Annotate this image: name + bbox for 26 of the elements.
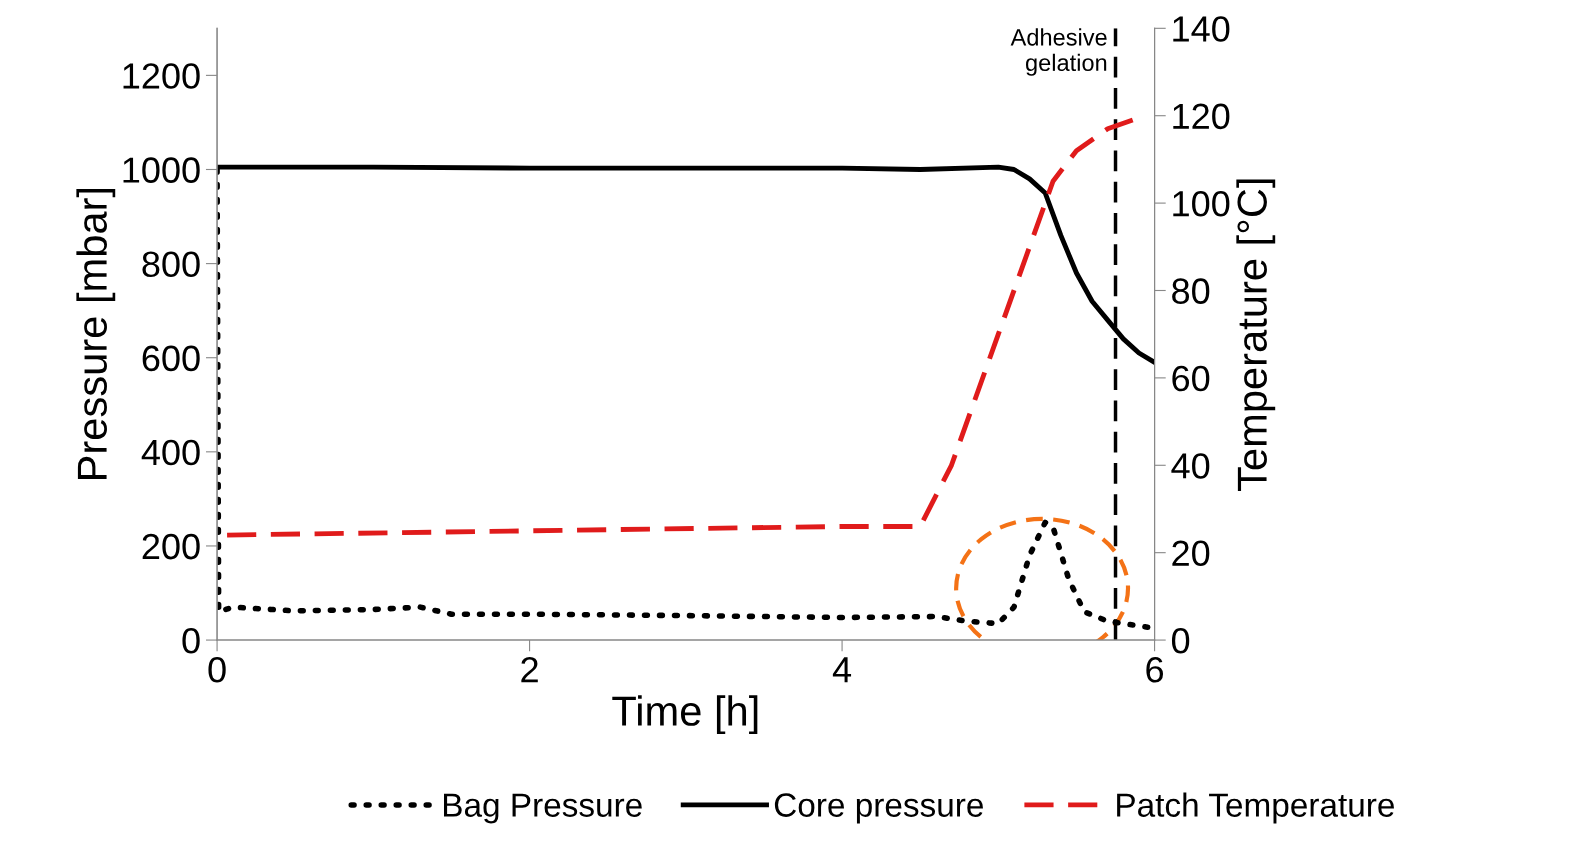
y-tick-label: 800 — [142, 251, 200, 278]
y2-tick-label: 80 — [1172, 278, 1210, 304]
y2-tick-label: 20 — [1172, 540, 1210, 567]
y2-tick-label: 100 — [1173, 190, 1230, 217]
y-tick-label: 1200 — [123, 63, 200, 89]
y2-tick-label: 120 — [1173, 103, 1230, 130]
x-axis-title: Time [h] — [612, 695, 758, 735]
y-axis-title: Pressure [mbar] — [76, 188, 116, 479]
x-tick-label: 4 — [832, 657, 852, 683]
y2-tick-label: 140 — [1173, 16, 1230, 42]
legend-label: Bag Pressure — [444, 793, 642, 824]
y-tick-label: 1000 — [123, 157, 200, 183]
x-tick-label: 2 — [521, 656, 538, 683]
y-tick-label: 600 — [142, 345, 200, 372]
legend-label: Patch Temperature — [1117, 792, 1394, 824]
x-tick-label: 6 — [1146, 656, 1164, 683]
y-tick-label: 0 — [182, 627, 200, 654]
y2-axis-title: Temperature [°C] — [1236, 179, 1276, 491]
ref-line-label: Adhesive gelation — [1010, 28, 1107, 76]
y2-tick-label: 40 — [1171, 453, 1210, 479]
legend-label: Core pressure — [774, 793, 983, 824]
y-tick-label: 400 — [141, 439, 200, 466]
x-tick-label: 0 — [208, 656, 226, 683]
y-tick-label: 200 — [142, 533, 200, 560]
y2-tick-label: 60 — [1172, 365, 1210, 392]
y2-tick-label: 0 — [1171, 627, 1190, 654]
